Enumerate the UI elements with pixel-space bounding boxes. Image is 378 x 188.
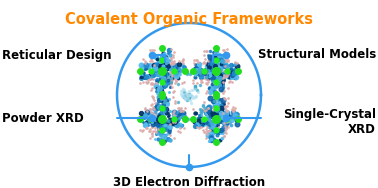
Text: Reticular Design: Reticular Design <box>2 49 112 61</box>
Text: Covalent Organic Frameworks: Covalent Organic Frameworks <box>65 12 313 27</box>
Text: Structural Models: Structural Models <box>258 49 376 61</box>
Text: Single-Crystal
XRD: Single-Crystal XRD <box>283 108 376 136</box>
Text: Powder XRD: Powder XRD <box>2 111 84 124</box>
Text: 3D Electron Diffraction: 3D Electron Diffraction <box>113 176 265 188</box>
